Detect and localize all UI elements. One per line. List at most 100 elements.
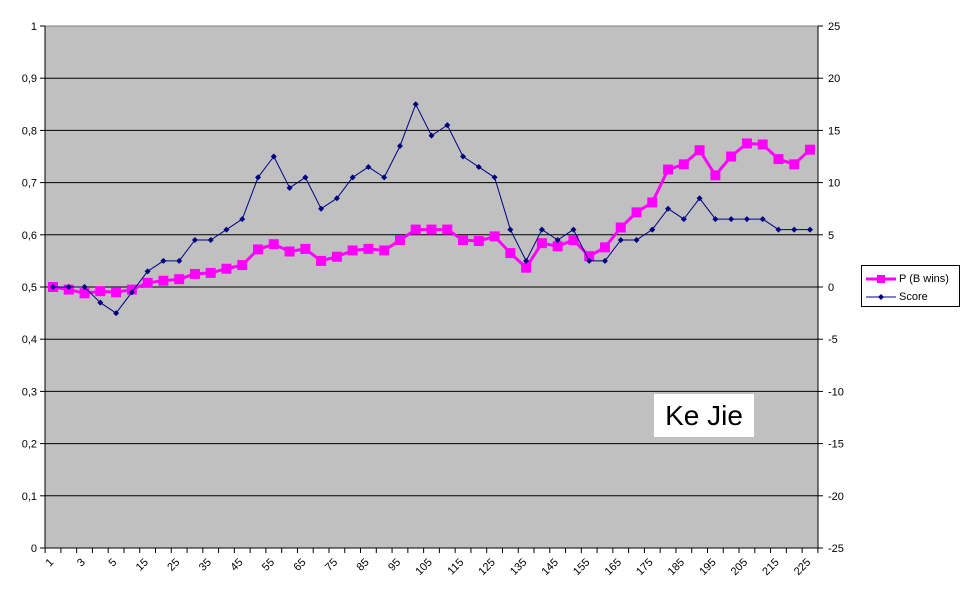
x-tick-label: 125: [476, 556, 497, 577]
score-marker: [807, 226, 813, 233]
score-marker: [633, 237, 640, 244]
x-tick-label: 15: [134, 556, 151, 573]
score-marker: [286, 184, 293, 191]
score-marker: [444, 122, 451, 129]
score-marker: [255, 174, 262, 181]
score-marker: [617, 237, 624, 244]
score-marker: [396, 143, 403, 150]
score-marker: [349, 174, 356, 181]
left-tick-label: 0,3: [22, 386, 37, 398]
score-marker: [81, 284, 88, 290]
score-marker: [302, 174, 309, 181]
score-marker: [207, 237, 214, 244]
legend-swatch-score: [866, 290, 896, 304]
p-b-wins-marker: [726, 151, 737, 162]
score-marker: [791, 226, 798, 233]
x-tick-label: 165: [603, 556, 624, 577]
score-marker: [712, 216, 719, 223]
x-tick-label: 65: [291, 556, 308, 573]
x-tick-label: 225: [792, 556, 813, 577]
right-tick-label: -10: [828, 386, 844, 398]
p-b-wins-marker: [631, 207, 642, 218]
p-b-wins-marker: [268, 239, 279, 250]
score-marker: [554, 237, 561, 244]
right-tick-label: 20: [828, 73, 840, 85]
p-b-wins-marker: [473, 236, 484, 247]
left-tick-label: 1: [31, 21, 37, 33]
right-tick-label: 10: [828, 178, 840, 190]
score-marker: [333, 195, 340, 202]
p-b-wins-marker: [253, 244, 264, 255]
right-tick-label: 5: [828, 230, 834, 242]
p-b-wins-marker: [426, 224, 437, 235]
score-marker: [144, 268, 151, 275]
p-b-wins-marker: [379, 245, 390, 256]
score-marker: [523, 257, 530, 264]
p-b-wins-marker: [741, 138, 752, 149]
series-layer: [48, 101, 815, 317]
x-tick-label: 155: [571, 556, 592, 577]
left-tick-label: 0,8: [22, 125, 37, 137]
left-axis-ticks: 0 0,1 0,2 0,3 0,4 0,5 0,6 0,7 0,8 0,9 1: [22, 21, 37, 555]
score-marker: [475, 163, 482, 170]
right-tick-label: 25: [828, 21, 840, 33]
right-tick-label: 15: [828, 125, 840, 137]
x-tick-label: 135: [508, 556, 529, 577]
score-marker: [50, 284, 56, 290]
p-b-wins-marker: [458, 235, 469, 246]
p-b-wins-marker: [410, 224, 421, 235]
p-b-wins-marker: [757, 139, 768, 150]
p-b-wins-marker: [505, 248, 516, 259]
p-b-wins-marker: [347, 245, 358, 256]
score-marker: [743, 216, 750, 223]
right-tick-label: 0: [828, 282, 834, 294]
x-tick-label: 195: [697, 556, 718, 577]
legend-label-p-b-wins: P (B wins): [899, 273, 949, 285]
legend-swatch-p-b-wins: [866, 272, 896, 286]
p-b-wins-marker: [568, 235, 579, 246]
score-marker: [696, 195, 703, 202]
x-tick-label: 215: [760, 556, 781, 577]
p-b-wins-marker: [552, 241, 563, 252]
x-tick-label: 105: [413, 556, 434, 577]
p-b-wins-marker: [615, 222, 626, 233]
score-marker: [176, 257, 183, 264]
score-marker: [570, 226, 577, 233]
p-b-wins-marker: [773, 154, 784, 165]
score-marker: [649, 226, 656, 233]
gridlines: [45, 77, 818, 497]
score-marker: [491, 174, 498, 181]
score-marker: [239, 216, 246, 223]
p-b-wins-marker: [442, 224, 453, 235]
p-b-wins-marker: [316, 255, 327, 266]
p-b-wins-marker: [647, 197, 658, 208]
x-tick-label: 35: [197, 556, 214, 573]
p-b-wins-marker: [805, 144, 815, 155]
x-tick-label: 115: [445, 556, 466, 577]
p-b-wins-marker: [142, 277, 153, 288]
left-tick-label: 0,1: [22, 491, 37, 503]
score-marker: [680, 216, 687, 223]
p-b-wins-marker: [221, 263, 232, 274]
p-b-wins-marker: [205, 267, 216, 278]
legend-item-score: Score: [866, 290, 928, 304]
left-tick-label: 0,2: [22, 439, 37, 451]
x-tick-label: 85: [355, 556, 372, 573]
score-marker: [412, 101, 419, 108]
x-tick-label: 25: [165, 556, 182, 573]
p-b-wins-marker: [363, 243, 374, 254]
p-b-wins-marker: [521, 262, 532, 273]
right-tick-label: -15: [828, 439, 844, 451]
score-marker: [428, 132, 435, 139]
x-tick-label: 55: [260, 556, 277, 573]
right-tick-label: -5: [828, 334, 838, 346]
p-b-wins-marker: [237, 260, 248, 271]
right-axis-ticks: -25 -20 -15 -10 -5 0 5 10 15 20 25: [828, 21, 844, 555]
score-marker: [318, 205, 325, 212]
legend-item-p-b-wins: P (B wins): [866, 272, 949, 286]
right-tick-label: -20: [828, 491, 844, 503]
p-b-wins-marker: [789, 159, 800, 170]
p-b-wins-marker: [599, 242, 610, 253]
p-b-wins-marker: [111, 287, 122, 298]
